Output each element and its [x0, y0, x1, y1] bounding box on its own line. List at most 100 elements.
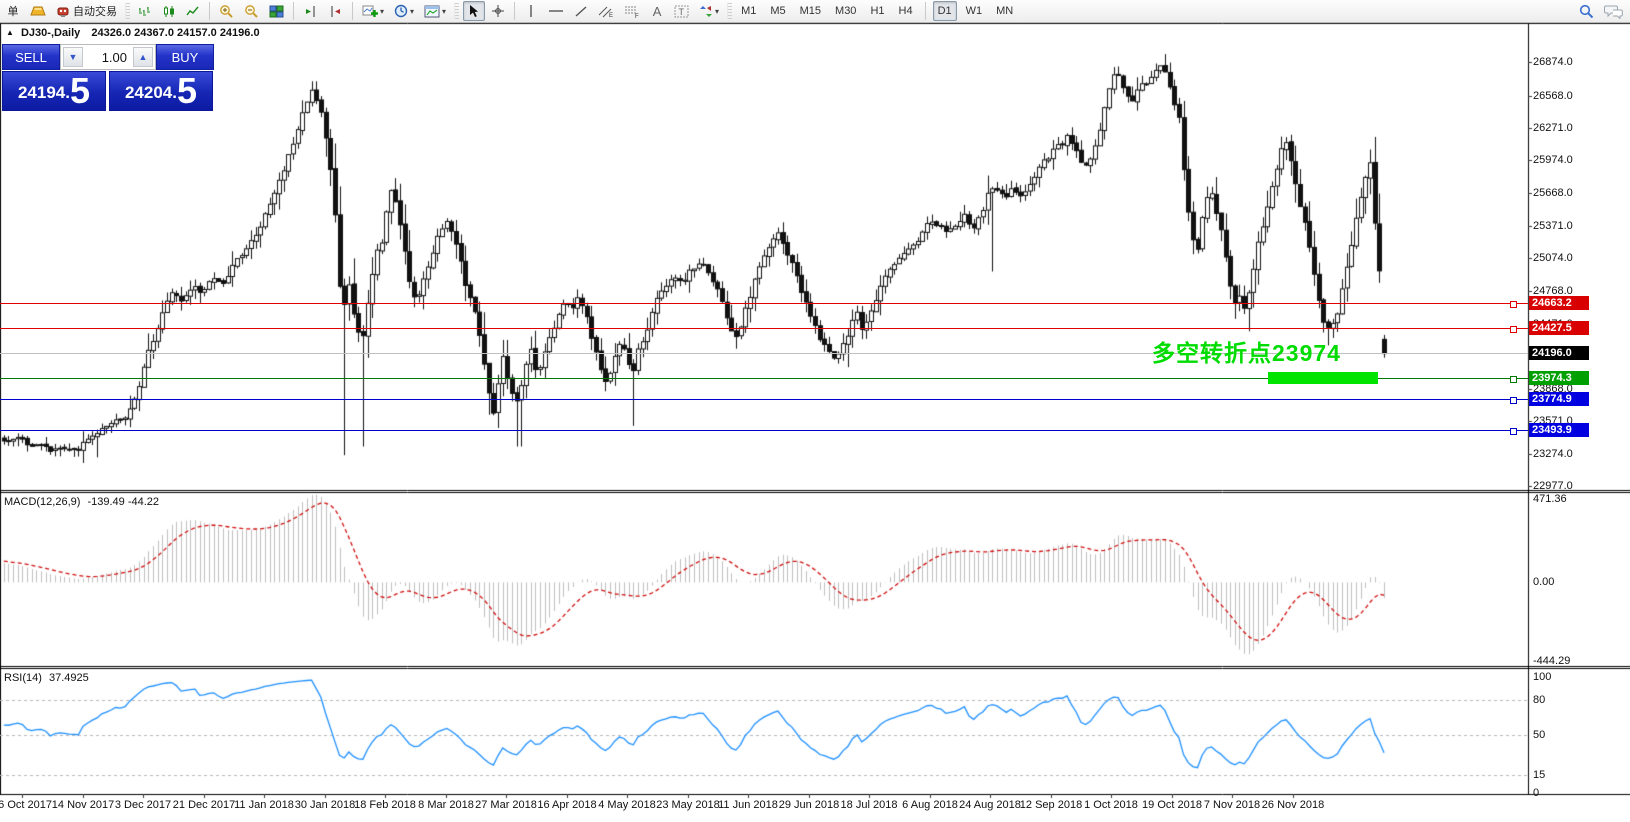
chart-shift-button[interactable] — [324, 1, 347, 21]
timeframe-m1-button[interactable]: M1 — [741, 5, 757, 17]
timeframe-m5-button[interactable]: M5 — [770, 5, 786, 17]
horizontal-line-tool-button[interactable] — [544, 1, 568, 21]
timeframe-d1-button[interactable]: D1 — [932, 1, 957, 21]
timeframe-m30-button[interactable]: M30 — [835, 5, 857, 17]
price-tick-label: 22977.0 — [1533, 479, 1573, 492]
line-handle[interactable] — [1510, 301, 1517, 308]
trendline-tool-button[interactable] — [570, 1, 592, 21]
buy-price-display[interactable]: 24204. 5 — [109, 71, 213, 111]
chevron-down-icon: ▾ — [380, 6, 385, 16]
sell-price-frac: 5 — [69, 70, 91, 111]
tile-windows-button[interactable] — [265, 1, 288, 21]
horizontal-level-line[interactable] — [0, 376, 1528, 383]
text-label-icon: T — [674, 5, 689, 17]
line-handle[interactable] — [1510, 376, 1517, 383]
sell-price-dot: . — [65, 83, 70, 102]
price-tick-label: 26271.0 — [1533, 121, 1573, 134]
bar-chart-icon — [139, 6, 150, 16]
line-handle[interactable] — [1510, 428, 1517, 435]
annotation-text[interactable]: 多空转折点23974 — [1152, 340, 1341, 366]
rsi-tick-label: 100 — [1533, 671, 1552, 684]
price-badge: 24196.0 — [1529, 346, 1589, 360]
svg-text:E: E — [609, 13, 613, 18]
arrows-icon — [700, 5, 713, 17]
timeframe-mn-button[interactable]: MN — [996, 5, 1014, 17]
new-order-button[interactable]: 单 — [2, 1, 24, 21]
horizontal-level-line[interactable] — [0, 428, 1528, 435]
buy-price-main: 24204 — [124, 83, 173, 102]
date-tick-label: 11 Jun 2018 — [718, 799, 778, 811]
candlestick-chart-button[interactable] — [158, 1, 180, 21]
arrows-tool-button[interactable]: ▾ — [695, 1, 723, 21]
search-icon[interactable] — [1579, 4, 1594, 19]
toolbar-separator — [352, 2, 353, 20]
date-tick-label: 19 Oct 2018 — [1142, 799, 1202, 811]
auto-scroll-button[interactable] — [299, 1, 322, 21]
volume-increase-button[interactable]: ▲ — [133, 47, 153, 67]
line-handle[interactable] — [1510, 326, 1517, 333]
rsi-name: RSI(14) — [4, 672, 42, 684]
date-tick-label: 16 Apr 2018 — [537, 799, 597, 811]
symbol-period-label: DJ30-,Daily — [20, 27, 81, 39]
date-tick-label: 24 Aug 2018 — [959, 799, 1021, 811]
date-tick-label: 18 Feb 2018 — [354, 799, 416, 811]
line-chart-icon — [186, 6, 199, 15]
timeframe-w1-button[interactable]: W1 — [965, 5, 983, 17]
sell-price-main: 24194 — [17, 83, 66, 102]
price-tick-label: 25074.0 — [1533, 252, 1573, 265]
sell-button[interactable]: SELL — [2, 44, 60, 70]
chart-shift-icon — [331, 5, 340, 17]
macd-values: -139.49 -44.22 — [87, 496, 160, 508]
text-tool-button[interactable]: A — [646, 1, 668, 21]
volume-input[interactable] — [85, 45, 131, 69]
annotation-highlight-bar[interactable] — [1268, 372, 1378, 384]
date-tick-label: 26 Nov 2018 — [1261, 799, 1325, 811]
text-label-tool-button[interactable]: T — [670, 1, 693, 21]
crosshair-icon — [492, 5, 505, 17]
buy-price-dot: . — [172, 83, 177, 102]
vertical-line-tool-button[interactable] — [520, 1, 542, 21]
date-tick-label: 26 Oct 2017 — [0, 799, 52, 811]
toolbar-grip[interactable] — [454, 3, 460, 19]
timeframe-h1-button[interactable]: H1 — [870, 5, 885, 17]
equidistant-channel-tool-button[interactable]: E — [594, 1, 618, 21]
templates-button[interactable]: ▾ — [420, 1, 450, 21]
price-tick-label: 26568.0 — [1533, 89, 1573, 102]
horizontal-level-line[interactable] — [0, 326, 1528, 333]
gold-ingot-icon — [30, 6, 46, 16]
periods-button[interactable]: ▾ — [390, 1, 418, 21]
sell-price-display[interactable]: 24194. 5 — [2, 71, 106, 111]
price-badge: 24427.5 — [1529, 321, 1589, 335]
candlestick-chart-icon — [164, 5, 174, 17]
buy-button[interactable]: BUY — [156, 44, 214, 70]
zoom-in-icon — [220, 5, 233, 18]
horizontal-level-line[interactable] — [0, 397, 1528, 404]
chat-icon[interactable] — [1604, 4, 1624, 19]
auto-scroll-icon — [306, 5, 315, 17]
gold-ingot-icon[interactable] — [26, 1, 50, 21]
price-tick-label: 24768.0 — [1533, 285, 1573, 298]
collapse-arrow-icon[interactable]: ▲ — [6, 28, 14, 37]
macd-name: MACD(12,26,9) — [4, 496, 81, 508]
line-chart-button[interactable] — [182, 1, 204, 21]
crosshair-tool-button[interactable] — [487, 1, 509, 21]
cursor-tool-button[interactable] — [463, 1, 486, 21]
zoom-out-button[interactable] — [240, 1, 263, 21]
line-handle[interactable] — [1510, 397, 1517, 404]
toolbar-grip[interactable] — [727, 3, 733, 19]
toolbar-grip[interactable] — [125, 3, 130, 19]
clock-icon — [394, 4, 408, 18]
volume-decrease-button[interactable]: ▼ — [63, 47, 83, 67]
bar-chart-button[interactable] — [134, 1, 156, 21]
horizontal-level-line[interactable] — [0, 301, 1528, 308]
timeframe-m15-button[interactable]: M15 — [799, 5, 822, 17]
current-price-line[interactable] — [0, 353, 1528, 354]
timeframe-h4-button[interactable]: H4 — [898, 5, 913, 17]
autotrading-button[interactable]: 自动交易 — [52, 1, 121, 21]
price-tick-label: 23274.0 — [1533, 447, 1573, 460]
zoom-in-button[interactable] — [215, 1, 238, 21]
indicators-button[interactable]: ▾ — [358, 1, 388, 21]
fibonacci-tool-button[interactable]: F — [620, 1, 644, 21]
